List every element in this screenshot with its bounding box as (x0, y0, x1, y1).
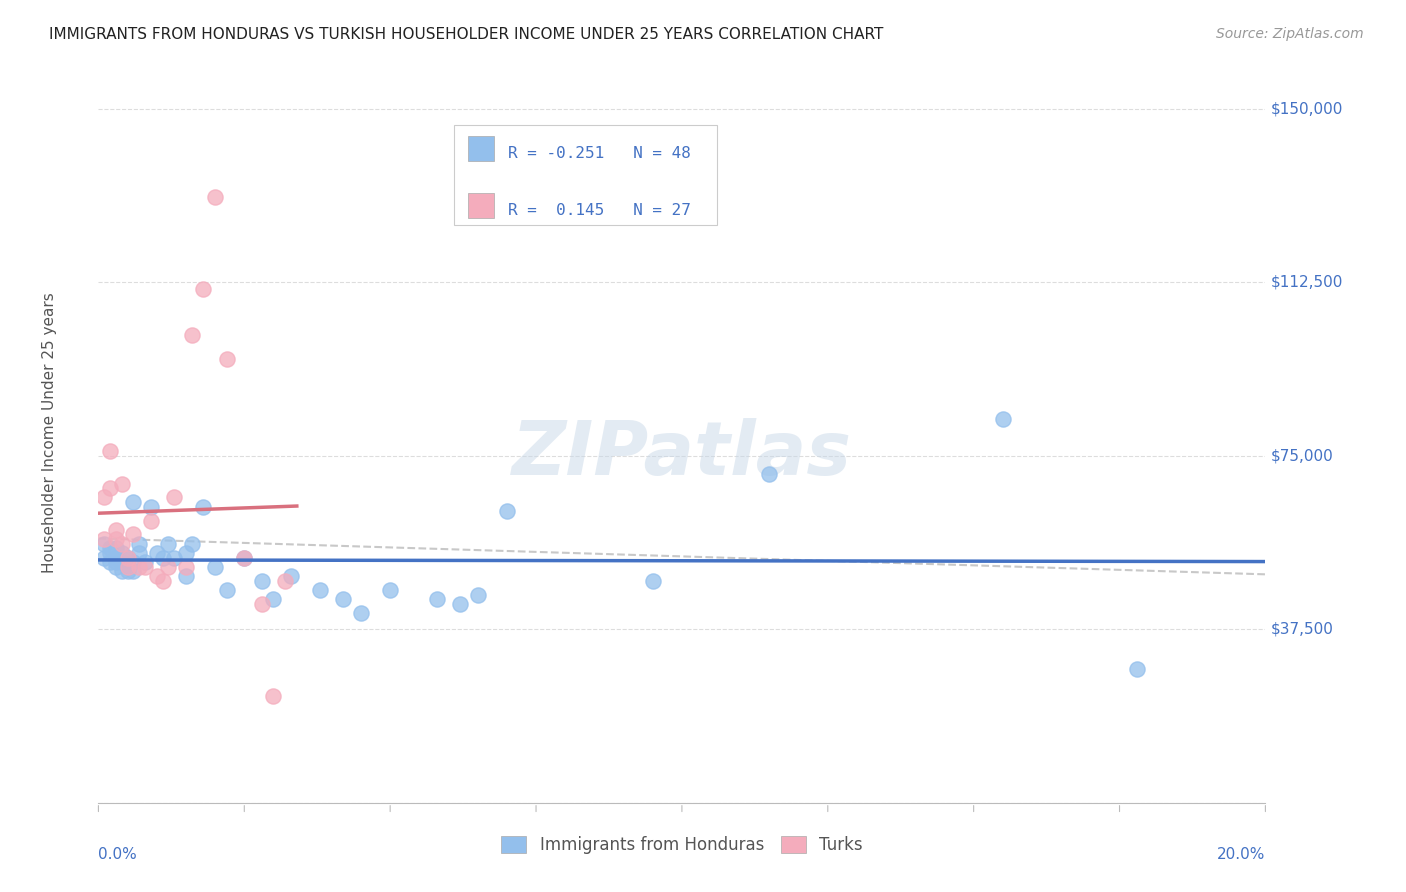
Point (215, 351, 238, 366)
Point (111, 546, 134, 560)
Point (117, 550, 139, 565)
Point (152, 550, 174, 565)
Point (139, 514, 162, 528)
Point (467, 588, 489, 602)
Point (215, 582, 238, 597)
Text: 20.0%: 20.0% (1218, 847, 1265, 863)
Point (380, 582, 402, 597)
Point (98, 541, 121, 556)
Point (250, 574, 273, 588)
Point (117, 565, 139, 579)
Point (122, 565, 145, 579)
Point (449, 597, 471, 611)
Point (758, 467, 780, 482)
Point (122, 527, 145, 541)
Point (180, 536, 202, 550)
Point (180, 328, 202, 343)
Point (128, 546, 150, 560)
Point (174, 559, 197, 574)
Point (122, 555, 145, 569)
Point (98, 546, 121, 560)
Text: $37,500: $37,500 (1271, 622, 1334, 637)
Text: ZIPatlas: ZIPatlas (512, 418, 852, 491)
Point (152, 574, 174, 588)
Point (128, 536, 150, 550)
Point (991, 411, 1014, 425)
Text: R = -0.251   N = 48: R = -0.251 N = 48 (508, 146, 690, 161)
Legend: Immigrants from Honduras, Turks: Immigrants from Honduras, Turks (495, 830, 869, 861)
Point (193, 282, 215, 296)
Point (163, 550, 186, 565)
Point (128, 559, 150, 574)
Text: IMMIGRANTS FROM HONDURAS VS TURKISH HOUSEHOLDER INCOME UNDER 25 YEARS CORRELATIO: IMMIGRANTS FROM HONDURAS VS TURKISH HOUS… (49, 27, 883, 42)
Point (174, 546, 197, 560)
Point (250, 597, 273, 611)
Point (104, 532, 127, 546)
Point (309, 582, 332, 597)
Point (104, 559, 127, 574)
Point (93, 550, 115, 565)
Text: Source: ZipAtlas.com: Source: ZipAtlas.com (1216, 27, 1364, 41)
Point (98, 481, 121, 495)
Point (111, 565, 134, 579)
Point (134, 559, 156, 574)
Point (157, 559, 180, 574)
FancyBboxPatch shape (454, 126, 717, 226)
Point (134, 555, 156, 569)
Point (280, 569, 302, 583)
Point (262, 592, 284, 607)
Point (233, 550, 256, 565)
Point (350, 606, 373, 620)
Text: R =  0.145   N = 27: R = 0.145 N = 27 (508, 203, 690, 218)
Point (111, 555, 134, 569)
Point (426, 592, 449, 607)
Point (93, 491, 115, 505)
Point (122, 495, 145, 509)
Point (332, 592, 354, 607)
Text: Householder Income Under 25 years: Householder Income Under 25 years (42, 293, 56, 573)
Point (146, 569, 169, 583)
Point (157, 536, 180, 550)
Point (98, 555, 121, 569)
Text: 0.0%: 0.0% (98, 847, 138, 863)
Point (274, 574, 297, 588)
Text: $75,000: $75,000 (1271, 449, 1334, 463)
Point (104, 541, 127, 556)
Point (117, 550, 139, 565)
Point (163, 491, 186, 505)
Point (93, 536, 115, 550)
Text: $112,500: $112,500 (1271, 275, 1344, 290)
Point (98, 444, 121, 458)
Point (204, 189, 226, 203)
FancyBboxPatch shape (468, 194, 494, 218)
Point (174, 569, 197, 583)
Point (641, 574, 664, 588)
Point (204, 559, 226, 574)
FancyBboxPatch shape (468, 136, 494, 161)
Point (117, 559, 139, 574)
Point (1126, 662, 1149, 676)
Point (104, 550, 127, 565)
Point (111, 536, 134, 550)
Point (93, 532, 115, 546)
Point (104, 555, 127, 569)
Point (262, 690, 284, 704)
Point (111, 476, 134, 491)
Point (193, 500, 215, 514)
Point (233, 550, 256, 565)
Point (139, 500, 162, 514)
Point (104, 523, 127, 537)
Point (496, 504, 519, 518)
Point (146, 546, 169, 560)
Point (117, 559, 139, 574)
Text: $150,000: $150,000 (1271, 101, 1344, 116)
